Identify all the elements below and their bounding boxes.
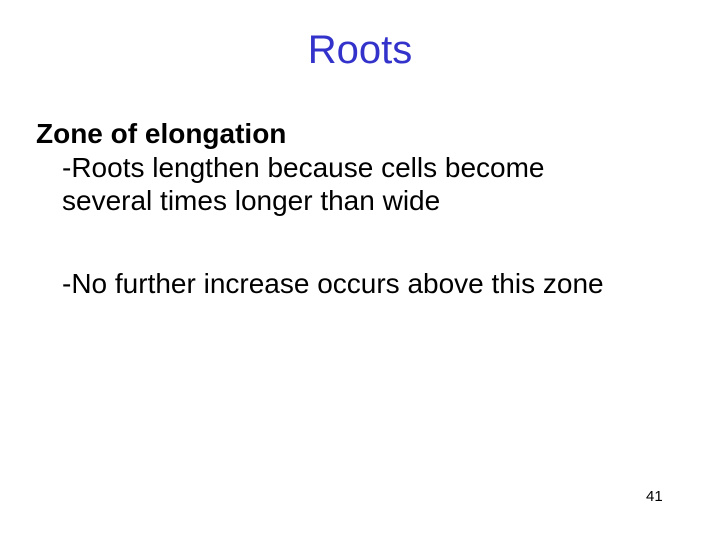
slide: Roots Zone of elongation -Roots lengthen… <box>0 0 720 540</box>
subheading-zone-of-elongation: Zone of elongation <box>36 118 286 150</box>
page-number: 41 <box>646 488 663 505</box>
bullet-line-1b: several times longer than wide <box>62 185 440 217</box>
bullet-line-2: -No further increase occurs above this z… <box>62 268 604 300</box>
slide-title: Roots <box>0 28 720 73</box>
bullet-line-1: -Roots lengthen because cells become <box>62 152 545 184</box>
